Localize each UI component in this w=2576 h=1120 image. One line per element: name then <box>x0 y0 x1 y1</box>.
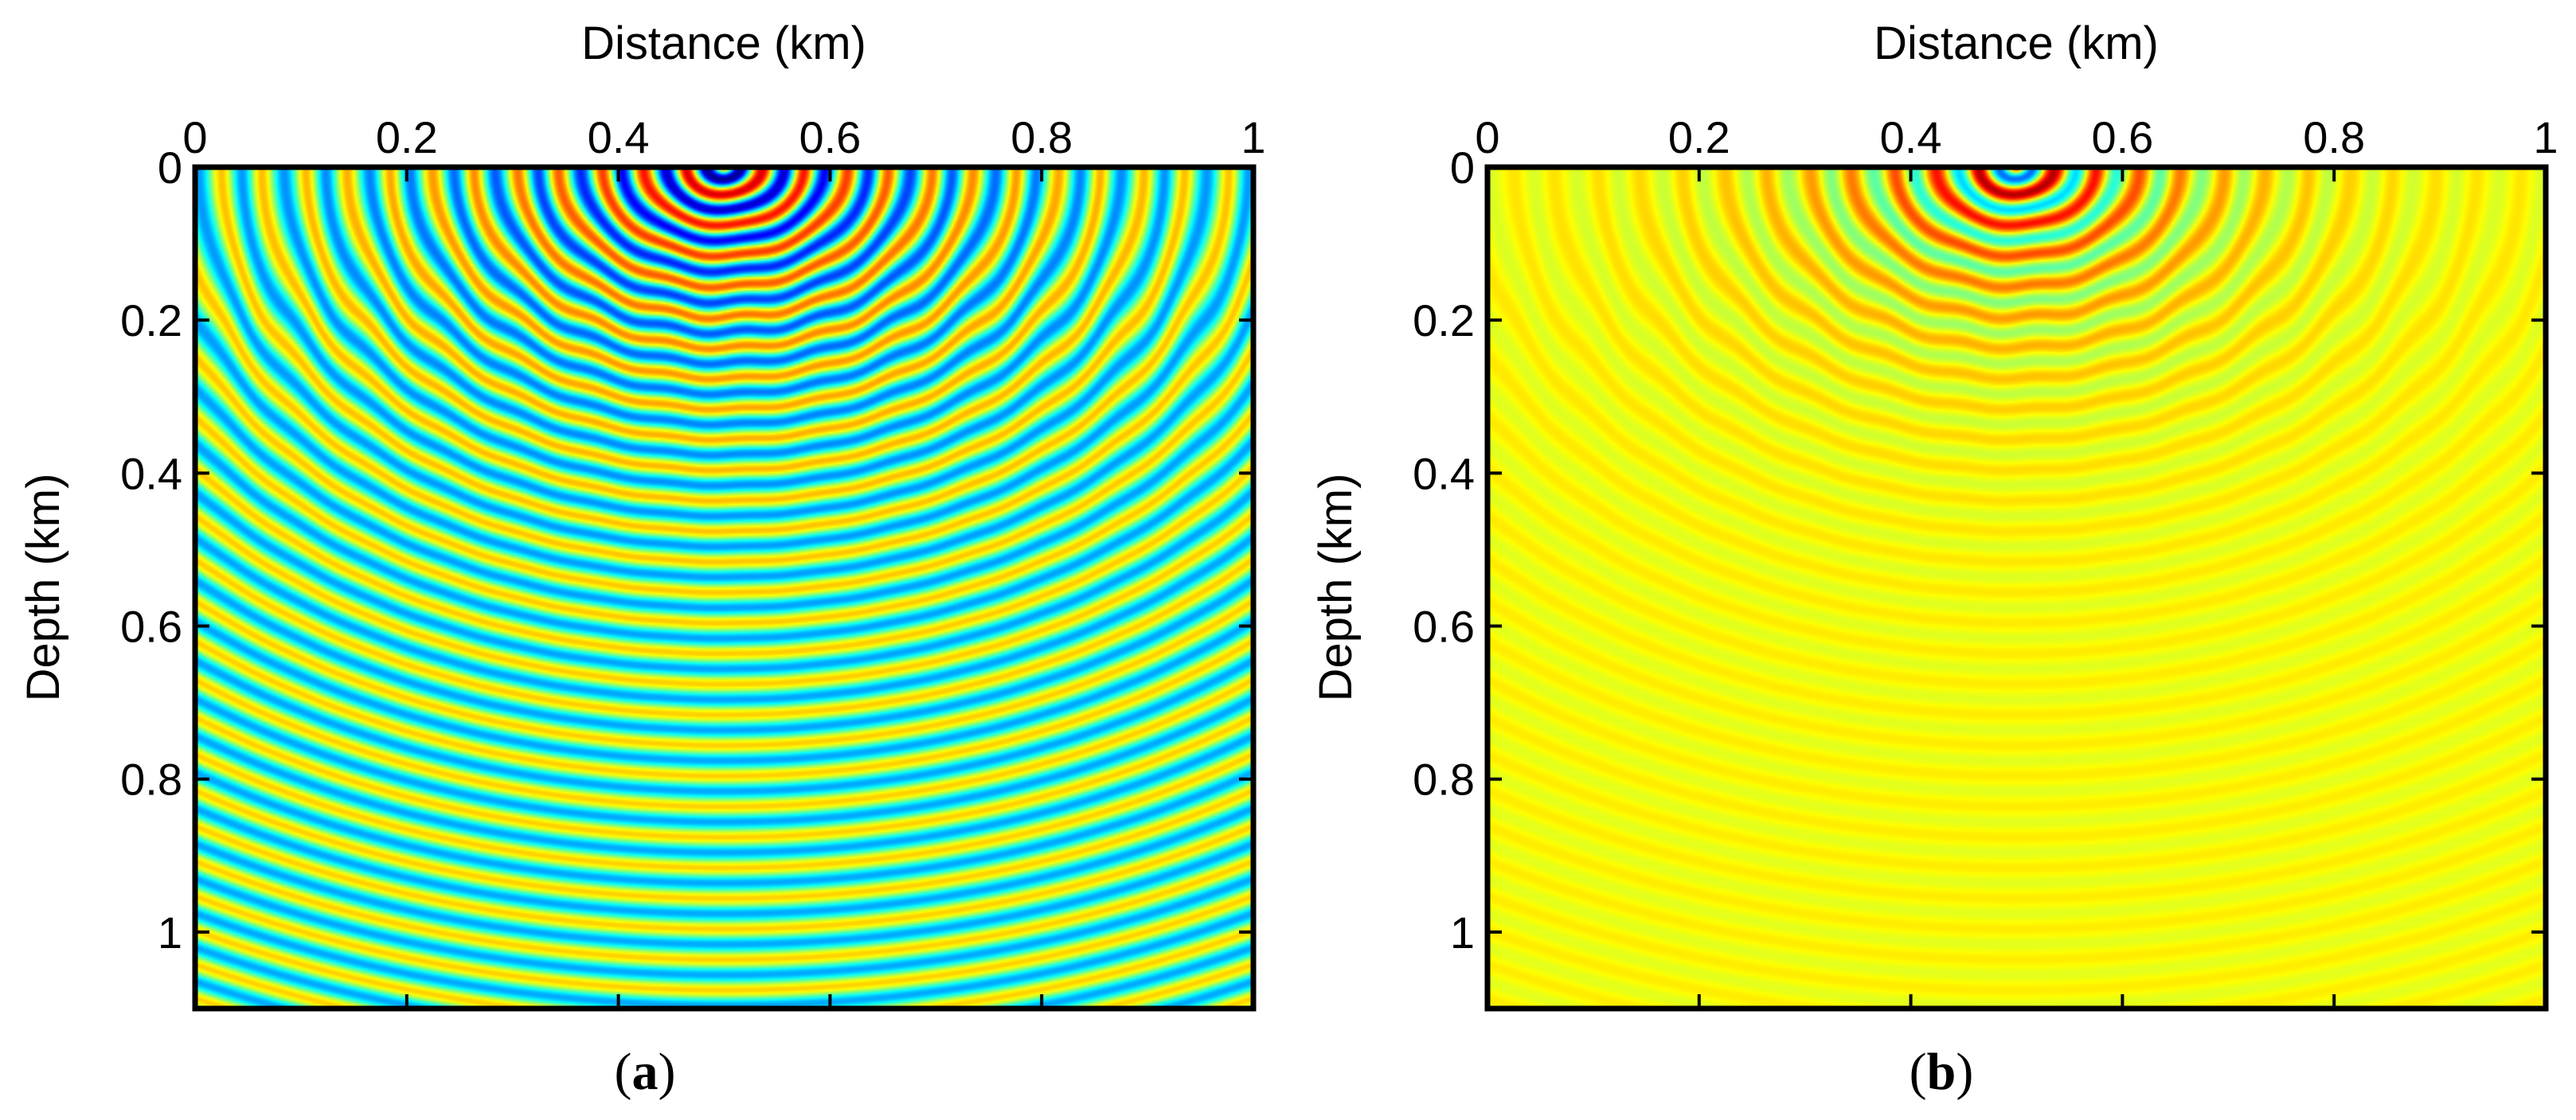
x-tick-label-a-2: 0.4 <box>588 112 650 162</box>
svg-text:Depth (km): Depth (km) <box>1310 474 1362 702</box>
svg-text:Depth (km): Depth (km) <box>18 474 69 702</box>
x-tick-label-b-1: 0.2 <box>1668 112 1730 162</box>
y-tick-label-b-0: 0 <box>1450 142 1475 193</box>
heatmap-field-b <box>1487 167 2546 1009</box>
heatmap-field-a <box>195 167 1253 1009</box>
y-tick-label-b-2: 0.4 <box>1413 448 1475 498</box>
x-tick-label-a-4: 0.8 <box>1010 112 1073 162</box>
x-tick-label-a-3: 0.6 <box>799 112 861 162</box>
ticks-b: 0 0.2 0.4 0.6 0.8 1 0 0.2 0.4 0.6 0.8 1 <box>1413 112 2558 1009</box>
x-tick-label-b-3: 0.6 <box>2091 112 2153 162</box>
y-tick-label-b-4: 0.8 <box>1413 755 1475 805</box>
panel-label-b: (b) <box>1910 1043 1974 1101</box>
x-tick-label-b-0: 0 <box>1475 112 1499 162</box>
x-tick-label-b-4: 0.8 <box>2303 112 2365 162</box>
x-axis-title-a: Distance (km) <box>581 18 866 69</box>
x-tick-label-b-5: 1 <box>2533 112 2558 162</box>
y-tick-label-b-5: 1 <box>1450 907 1475 958</box>
y-tick-label-a-3: 0.6 <box>120 602 182 652</box>
y-tick-label-a-1: 0.2 <box>120 295 182 345</box>
plot-frame-b <box>1484 164 2549 1012</box>
y-axis-title-a: Depth (km) <box>18 474 69 702</box>
y-tick-label-a-5: 1 <box>158 907 182 958</box>
y-tick-label-b-3: 0.6 <box>1413 602 1475 652</box>
x-tick-label-a-1: 0.2 <box>376 112 438 162</box>
y-tick-label-b-1: 0.2 <box>1413 295 1475 345</box>
y-tick-label-a-2: 0.4 <box>120 448 182 498</box>
plot-frame-a <box>192 164 1257 1012</box>
x-tick-label-b-2: 0.4 <box>1880 112 1942 162</box>
x-tick-label-a-5: 1 <box>1241 112 1265 162</box>
x-tick-label-a-0: 0 <box>182 112 207 162</box>
panel-label-a: (a) <box>615 1043 676 1101</box>
x-axis-title-b: Distance (km) <box>1874 18 2159 69</box>
y-tick-label-a-0: 0 <box>158 142 182 193</box>
ticks-a: 0 0.2 0.4 0.6 0.8 1 0 0.2 0.4 0.6 0.8 1 <box>120 112 1266 1009</box>
y-axis-title-b: Depth (km) <box>1310 474 1362 702</box>
y-tick-label-a-4: 0.8 <box>120 755 182 805</box>
